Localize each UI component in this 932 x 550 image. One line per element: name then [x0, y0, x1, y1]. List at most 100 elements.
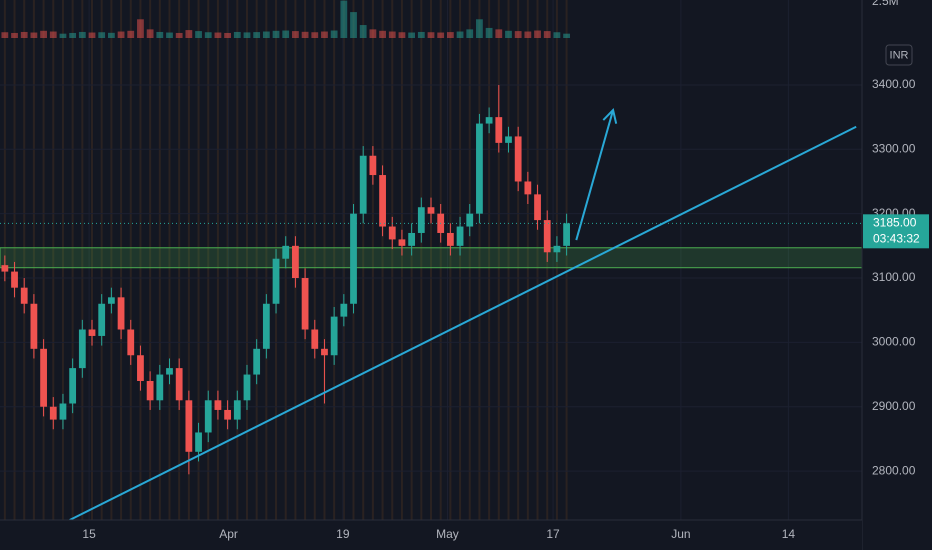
session-stripe [468, 0, 471, 520]
volume-bar [456, 31, 464, 38]
y-tick-label: 3100.00 [872, 270, 916, 284]
candle-body [495, 117, 503, 143]
session-stripe [371, 0, 374, 520]
y-tick-label: 3000.00 [872, 335, 916, 349]
candle-body [379, 175, 386, 227]
volume-bar [563, 33, 570, 38]
volume-bar [321, 31, 328, 38]
support-zone [0, 247, 863, 269]
session-stripe [536, 0, 539, 520]
x-tick-label: 17 [546, 527, 560, 541]
x-tick-label: 15 [82, 527, 96, 541]
session-stripe [410, 0, 413, 520]
candle-body [330, 316, 338, 356]
volume-bar [59, 33, 67, 38]
volume-bar [543, 31, 551, 38]
volume-bar [98, 32, 106, 38]
session-stripe [120, 0, 123, 520]
volume-bar [30, 32, 38, 38]
session-stripe [23, 0, 26, 520]
candle-body [224, 409, 231, 420]
volume-bar [408, 32, 416, 38]
session-stripe [478, 0, 481, 520]
volume-bar [476, 19, 483, 38]
candle-body [282, 245, 290, 259]
volume-bar [330, 30, 338, 38]
session-stripe [245, 0, 248, 520]
volume-bar [446, 32, 454, 38]
candle-body [69, 368, 77, 404]
candle-body [262, 303, 270, 349]
volume-bar [175, 32, 183, 38]
volume-bar [272, 30, 280, 38]
session-stripe [459, 0, 462, 520]
arrow [575, 109, 615, 241]
volume-bar [195, 31, 202, 38]
volume-bar [466, 29, 474, 38]
candle-body [514, 136, 522, 182]
volume-bar [69, 32, 77, 38]
plot-area [0, 0, 863, 521]
session-stripe [216, 0, 219, 520]
candle-body [78, 329, 86, 369]
session-stripe [236, 0, 239, 520]
candle-body [417, 207, 425, 233]
volume-bar [214, 32, 222, 38]
volume-bar [20, 31, 28, 38]
candle-body [505, 136, 512, 143]
volume-bar [301, 31, 309, 38]
y-tick-label: 2800.00 [872, 463, 916, 477]
volume-bar [49, 31, 57, 38]
last-price-label: 3185.00 [873, 215, 917, 229]
candle-body [321, 348, 328, 356]
candle-body [40, 348, 47, 407]
volume-bar [88, 32, 96, 38]
session-stripe [149, 0, 152, 520]
session-stripe [333, 0, 336, 520]
candle-body [107, 297, 115, 304]
volume-bar [534, 30, 541, 38]
session-stripe [91, 0, 94, 520]
price-axis [862, 0, 932, 550]
candle-body [427, 207, 435, 214]
x-tick-label: 14 [782, 527, 796, 541]
session-stripe [420, 0, 423, 520]
session-stripe [439, 0, 442, 520]
volume-bar [514, 31, 522, 38]
volume-bar [524, 31, 532, 38]
candle-body [185, 400, 193, 452]
candle-body [204, 400, 212, 433]
candle-body [466, 213, 474, 227]
session-stripe [400, 0, 403, 520]
y-tick-label: 2900.00 [872, 399, 916, 413]
session-stripe [497, 0, 500, 520]
volume-bar [369, 29, 377, 38]
candle-body [301, 278, 309, 330]
volume-bar [224, 32, 231, 38]
session-stripe [391, 0, 394, 520]
time-axis [0, 520, 862, 550]
session-stripe [110, 0, 113, 520]
session-stripe [313, 0, 316, 520]
session-stripe [13, 0, 16, 520]
volume-bar [156, 31, 164, 38]
session-stripe [71, 0, 74, 520]
candle-body [485, 117, 493, 124]
candle-body [369, 155, 377, 176]
volume-bar [204, 32, 212, 38]
session-stripe [304, 0, 307, 520]
volume-bar [262, 31, 270, 38]
session-stripe [226, 0, 229, 520]
last-price-box [863, 214, 929, 249]
candle-body [243, 374, 251, 401]
candle-body [30, 303, 38, 349]
currency-box[interactable] [885, 44, 913, 66]
session-stripe [526, 0, 529, 520]
session-stripe [42, 0, 45, 520]
volume-bar [107, 32, 115, 38]
volume-bar [485, 27, 493, 38]
volume-bar [146, 29, 154, 38]
volume-bar [233, 31, 241, 38]
